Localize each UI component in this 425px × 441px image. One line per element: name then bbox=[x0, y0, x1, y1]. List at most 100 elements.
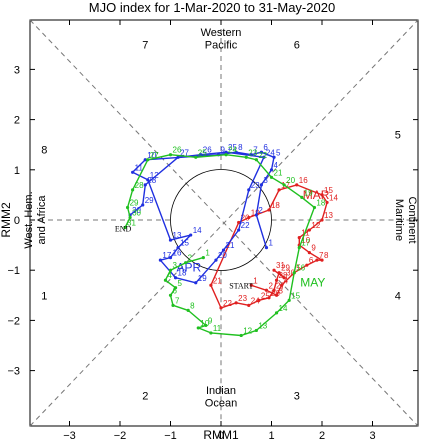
phase-number-7: 7 bbox=[142, 39, 148, 51]
y-tick-label: −3 bbox=[7, 366, 20, 378]
data-point-may-8 bbox=[186, 308, 190, 312]
day-label-may-22: 22 bbox=[258, 151, 267, 160]
data-point-may-6 bbox=[168, 293, 173, 297]
day-label-mar-30: 30 bbox=[286, 269, 295, 278]
data-point-mar-8 bbox=[320, 258, 324, 262]
day-label-apr-9: 9 bbox=[220, 146, 225, 155]
day-label-apr-10: 10 bbox=[147, 151, 156, 160]
region-label-west-hem-line2: and Africa bbox=[36, 195, 48, 245]
data-point-apr-1 bbox=[264, 246, 269, 250]
day-label-apr-18: 18 bbox=[178, 269, 187, 278]
phase-number-6: 6 bbox=[294, 39, 300, 51]
data-point-apr-3 bbox=[259, 183, 263, 187]
region-label-maritime-line1: Maritime bbox=[393, 199, 405, 241]
day-label-apr-26: 26 bbox=[203, 146, 212, 155]
data-point-apr-13 bbox=[168, 238, 173, 242]
day-label-may-23: 23 bbox=[248, 148, 257, 157]
day-label-may-31: 31 bbox=[127, 219, 136, 228]
data-point-mar-15 bbox=[320, 193, 324, 197]
region-label-west-hem-line1: West. Hem. bbox=[23, 191, 35, 248]
day-label-may-13: 13 bbox=[258, 321, 267, 330]
data-point-may-10 bbox=[196, 326, 200, 330]
day-label-may-4: 4 bbox=[167, 271, 172, 280]
unit-amplitude-circle bbox=[170, 169, 272, 271]
data-point-apr-12 bbox=[146, 178, 150, 182]
data-point-may-21 bbox=[269, 175, 274, 179]
day-label-apr-2: 2 bbox=[258, 206, 263, 215]
data-point-apr-14 bbox=[189, 233, 193, 237]
data-point-may-31 bbox=[123, 225, 127, 230]
phase-number-4: 4 bbox=[395, 290, 401, 302]
data-point-mar-3 bbox=[274, 293, 279, 297]
day-label-apr-15: 15 bbox=[180, 239, 189, 248]
plot-frame bbox=[29, 19, 419, 427]
data-point-mar-14 bbox=[325, 200, 329, 205]
data-point-may-28 bbox=[131, 188, 135, 192]
data-point-mar-20 bbox=[237, 220, 241, 225]
day-label-may-8: 8 bbox=[190, 301, 195, 310]
data-point-apr-19 bbox=[194, 281, 198, 285]
day-label-may-16: 16 bbox=[296, 264, 305, 273]
data-point-may-27 bbox=[146, 158, 150, 162]
x-tick-label: 1 bbox=[268, 430, 274, 441]
data-point-may-17 bbox=[297, 246, 301, 250]
data-point-apr-6 bbox=[259, 150, 263, 154]
day-label-may-24: 24 bbox=[228, 146, 237, 155]
data-point-apr-10 bbox=[143, 158, 147, 162]
day-label-apr-28: 28 bbox=[147, 176, 156, 185]
day-label-mar-3: 3 bbox=[279, 286, 284, 295]
data-point-mar-27 bbox=[272, 288, 276, 292]
data-point-may-7 bbox=[171, 303, 175, 307]
data-point-mar-4 bbox=[280, 283, 284, 287]
data-point-apr-27 bbox=[176, 155, 180, 159]
data-point-mar-16 bbox=[295, 183, 299, 187]
data-point-apr-16 bbox=[168, 256, 173, 260]
x-tick-label: 2 bbox=[319, 430, 325, 441]
series-name-mar: MAR bbox=[303, 188, 330, 202]
day-label-may-29: 29 bbox=[130, 198, 139, 207]
day-label-apr-14: 14 bbox=[193, 226, 202, 235]
x-tick-label: −3 bbox=[63, 430, 76, 441]
start-marker-label: START bbox=[229, 281, 253, 290]
day-label-apr-17: 17 bbox=[162, 251, 171, 260]
day-label-apr-30: 30 bbox=[132, 206, 141, 215]
data-point-may-24 bbox=[224, 153, 228, 157]
data-point-mar-17 bbox=[277, 188, 281, 192]
phase-number-8: 8 bbox=[41, 145, 47, 157]
day-label-mar-25: 25 bbox=[261, 291, 270, 300]
day-label-apr-27: 27 bbox=[180, 148, 189, 157]
series-line-apr bbox=[129, 151, 275, 284]
day-label-may-28: 28 bbox=[135, 181, 144, 190]
day-label-may-19: 19 bbox=[304, 188, 313, 197]
data-point-mar-22 bbox=[219, 306, 223, 310]
y-tick-label: 2 bbox=[14, 115, 20, 127]
day-label-mar-11: 11 bbox=[301, 229, 310, 238]
data-point-apr-5 bbox=[272, 155, 276, 159]
data-point-may-5 bbox=[173, 286, 178, 290]
day-label-mar-6: 6 bbox=[309, 256, 314, 265]
y-tick-label: 1 bbox=[14, 165, 20, 177]
data-point-mar-29 bbox=[277, 271, 281, 275]
end-marker-label: END bbox=[115, 225, 132, 234]
day-label-apr-13: 13 bbox=[173, 231, 182, 240]
data-point-apr-17 bbox=[158, 258, 162, 262]
data-point-apr-23 bbox=[247, 188, 251, 192]
day-label-apr-6: 6 bbox=[263, 143, 268, 152]
data-point-mar-30 bbox=[282, 276, 286, 280]
x-tick-label: 0 bbox=[218, 430, 224, 441]
day-label-may-2: 2 bbox=[188, 254, 193, 263]
day-label-mar-4: 4 bbox=[284, 276, 289, 285]
data-point-apr-2 bbox=[254, 213, 258, 217]
data-point-may-20 bbox=[282, 183, 286, 187]
data-point-may-30 bbox=[128, 215, 132, 220]
day-label-apr-4: 4 bbox=[274, 161, 279, 170]
region-label-indian-ocean-line2: Ocean bbox=[205, 398, 237, 410]
data-point-may-2 bbox=[184, 261, 188, 265]
data-point-mar-18 bbox=[267, 208, 271, 212]
day-label-mar-19: 19 bbox=[251, 208, 260, 217]
data-point-apr-11 bbox=[131, 170, 135, 174]
day-label-apr-5: 5 bbox=[276, 148, 281, 157]
